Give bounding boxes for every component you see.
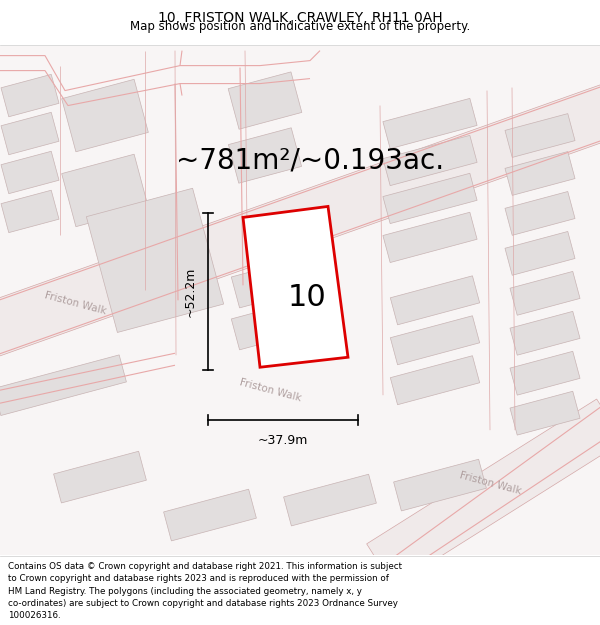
Text: Map shows position and indicative extent of the property.: Map shows position and indicative extent… [130,20,470,33]
Polygon shape [229,127,302,183]
Polygon shape [383,136,477,186]
Text: ~781m²/~0.193ac.: ~781m²/~0.193ac. [176,146,444,174]
Polygon shape [62,154,148,227]
Text: to Crown copyright and database rights 2023 and is reproduced with the permissio: to Crown copyright and database rights 2… [8,574,389,583]
Polygon shape [505,114,575,158]
Text: Friston Walk: Friston Walk [238,377,302,403]
Polygon shape [510,391,580,435]
Polygon shape [228,72,302,129]
Polygon shape [510,351,580,395]
Text: Friston Walk: Friston Walk [43,290,107,316]
Polygon shape [0,355,127,416]
Polygon shape [231,305,293,350]
Polygon shape [53,451,146,503]
Polygon shape [164,489,256,541]
Polygon shape [284,474,376,526]
Polygon shape [243,206,348,368]
Polygon shape [391,316,479,365]
Text: 10, FRISTON WALK, CRAWLEY, RH11 0AH: 10, FRISTON WALK, CRAWLEY, RH11 0AH [158,11,442,26]
Polygon shape [1,112,59,155]
Text: 100026316.: 100026316. [8,611,61,620]
Polygon shape [391,356,479,405]
Polygon shape [1,151,59,194]
Polygon shape [62,79,148,152]
Polygon shape [231,262,293,308]
Polygon shape [383,213,477,262]
Text: Contains OS data © Crown copyright and database right 2021. This information is : Contains OS data © Crown copyright and d… [8,562,402,571]
Polygon shape [383,98,477,149]
Text: HM Land Registry. The polygons (including the associated geometry, namely x, y: HM Land Registry. The polygons (includin… [8,586,362,596]
Polygon shape [510,311,580,355]
Polygon shape [367,399,600,586]
Polygon shape [383,173,477,224]
Polygon shape [86,188,224,332]
Polygon shape [1,190,59,232]
Polygon shape [505,231,575,275]
Polygon shape [1,74,59,117]
Polygon shape [505,151,575,196]
Text: 10: 10 [287,282,326,312]
Polygon shape [0,84,600,356]
Text: ~37.9m: ~37.9m [258,434,308,447]
Polygon shape [505,191,575,236]
Polygon shape [394,459,487,511]
Polygon shape [510,271,580,315]
Polygon shape [391,276,479,325]
Text: co-ordinates) are subject to Crown copyright and database rights 2023 Ordnance S: co-ordinates) are subject to Crown copyr… [8,599,398,608]
Text: ~52.2m: ~52.2m [184,266,197,316]
Text: Friston Walk: Friston Walk [458,470,522,496]
